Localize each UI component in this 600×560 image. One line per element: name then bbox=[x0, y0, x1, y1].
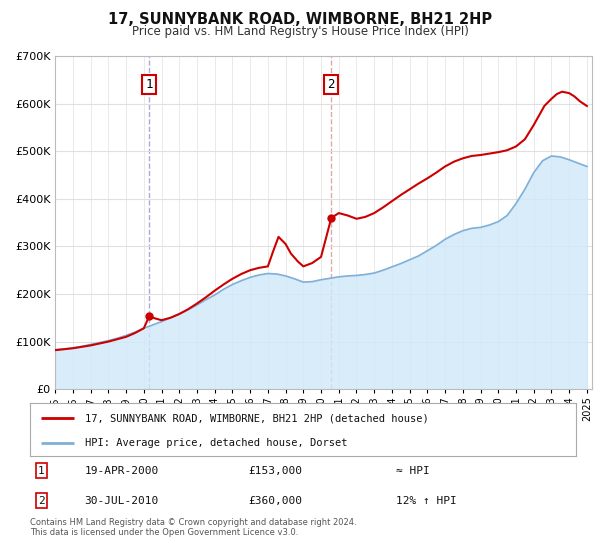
Text: HPI: Average price, detached house, Dorset: HPI: Average price, detached house, Dors… bbox=[85, 438, 347, 448]
Text: 12% ↑ HPI: 12% ↑ HPI bbox=[396, 496, 457, 506]
Text: £360,000: £360,000 bbox=[248, 496, 302, 506]
Text: 17, SUNNYBANK ROAD, WIMBORNE, BH21 2HP: 17, SUNNYBANK ROAD, WIMBORNE, BH21 2HP bbox=[108, 12, 492, 27]
Text: 1: 1 bbox=[145, 78, 153, 91]
Text: 1: 1 bbox=[38, 466, 45, 476]
Text: 2: 2 bbox=[38, 496, 45, 506]
Text: 2: 2 bbox=[328, 78, 335, 91]
Text: Contains HM Land Registry data © Crown copyright and database right 2024.
This d: Contains HM Land Registry data © Crown c… bbox=[30, 518, 356, 538]
Text: 30-JUL-2010: 30-JUL-2010 bbox=[85, 496, 159, 506]
Text: £153,000: £153,000 bbox=[248, 466, 302, 476]
Text: Price paid vs. HM Land Registry's House Price Index (HPI): Price paid vs. HM Land Registry's House … bbox=[131, 25, 469, 38]
Text: 17, SUNNYBANK ROAD, WIMBORNE, BH21 2HP (detached house): 17, SUNNYBANK ROAD, WIMBORNE, BH21 2HP (… bbox=[85, 413, 428, 423]
Text: ≈ HPI: ≈ HPI bbox=[396, 466, 430, 476]
Text: 19-APR-2000: 19-APR-2000 bbox=[85, 466, 159, 476]
